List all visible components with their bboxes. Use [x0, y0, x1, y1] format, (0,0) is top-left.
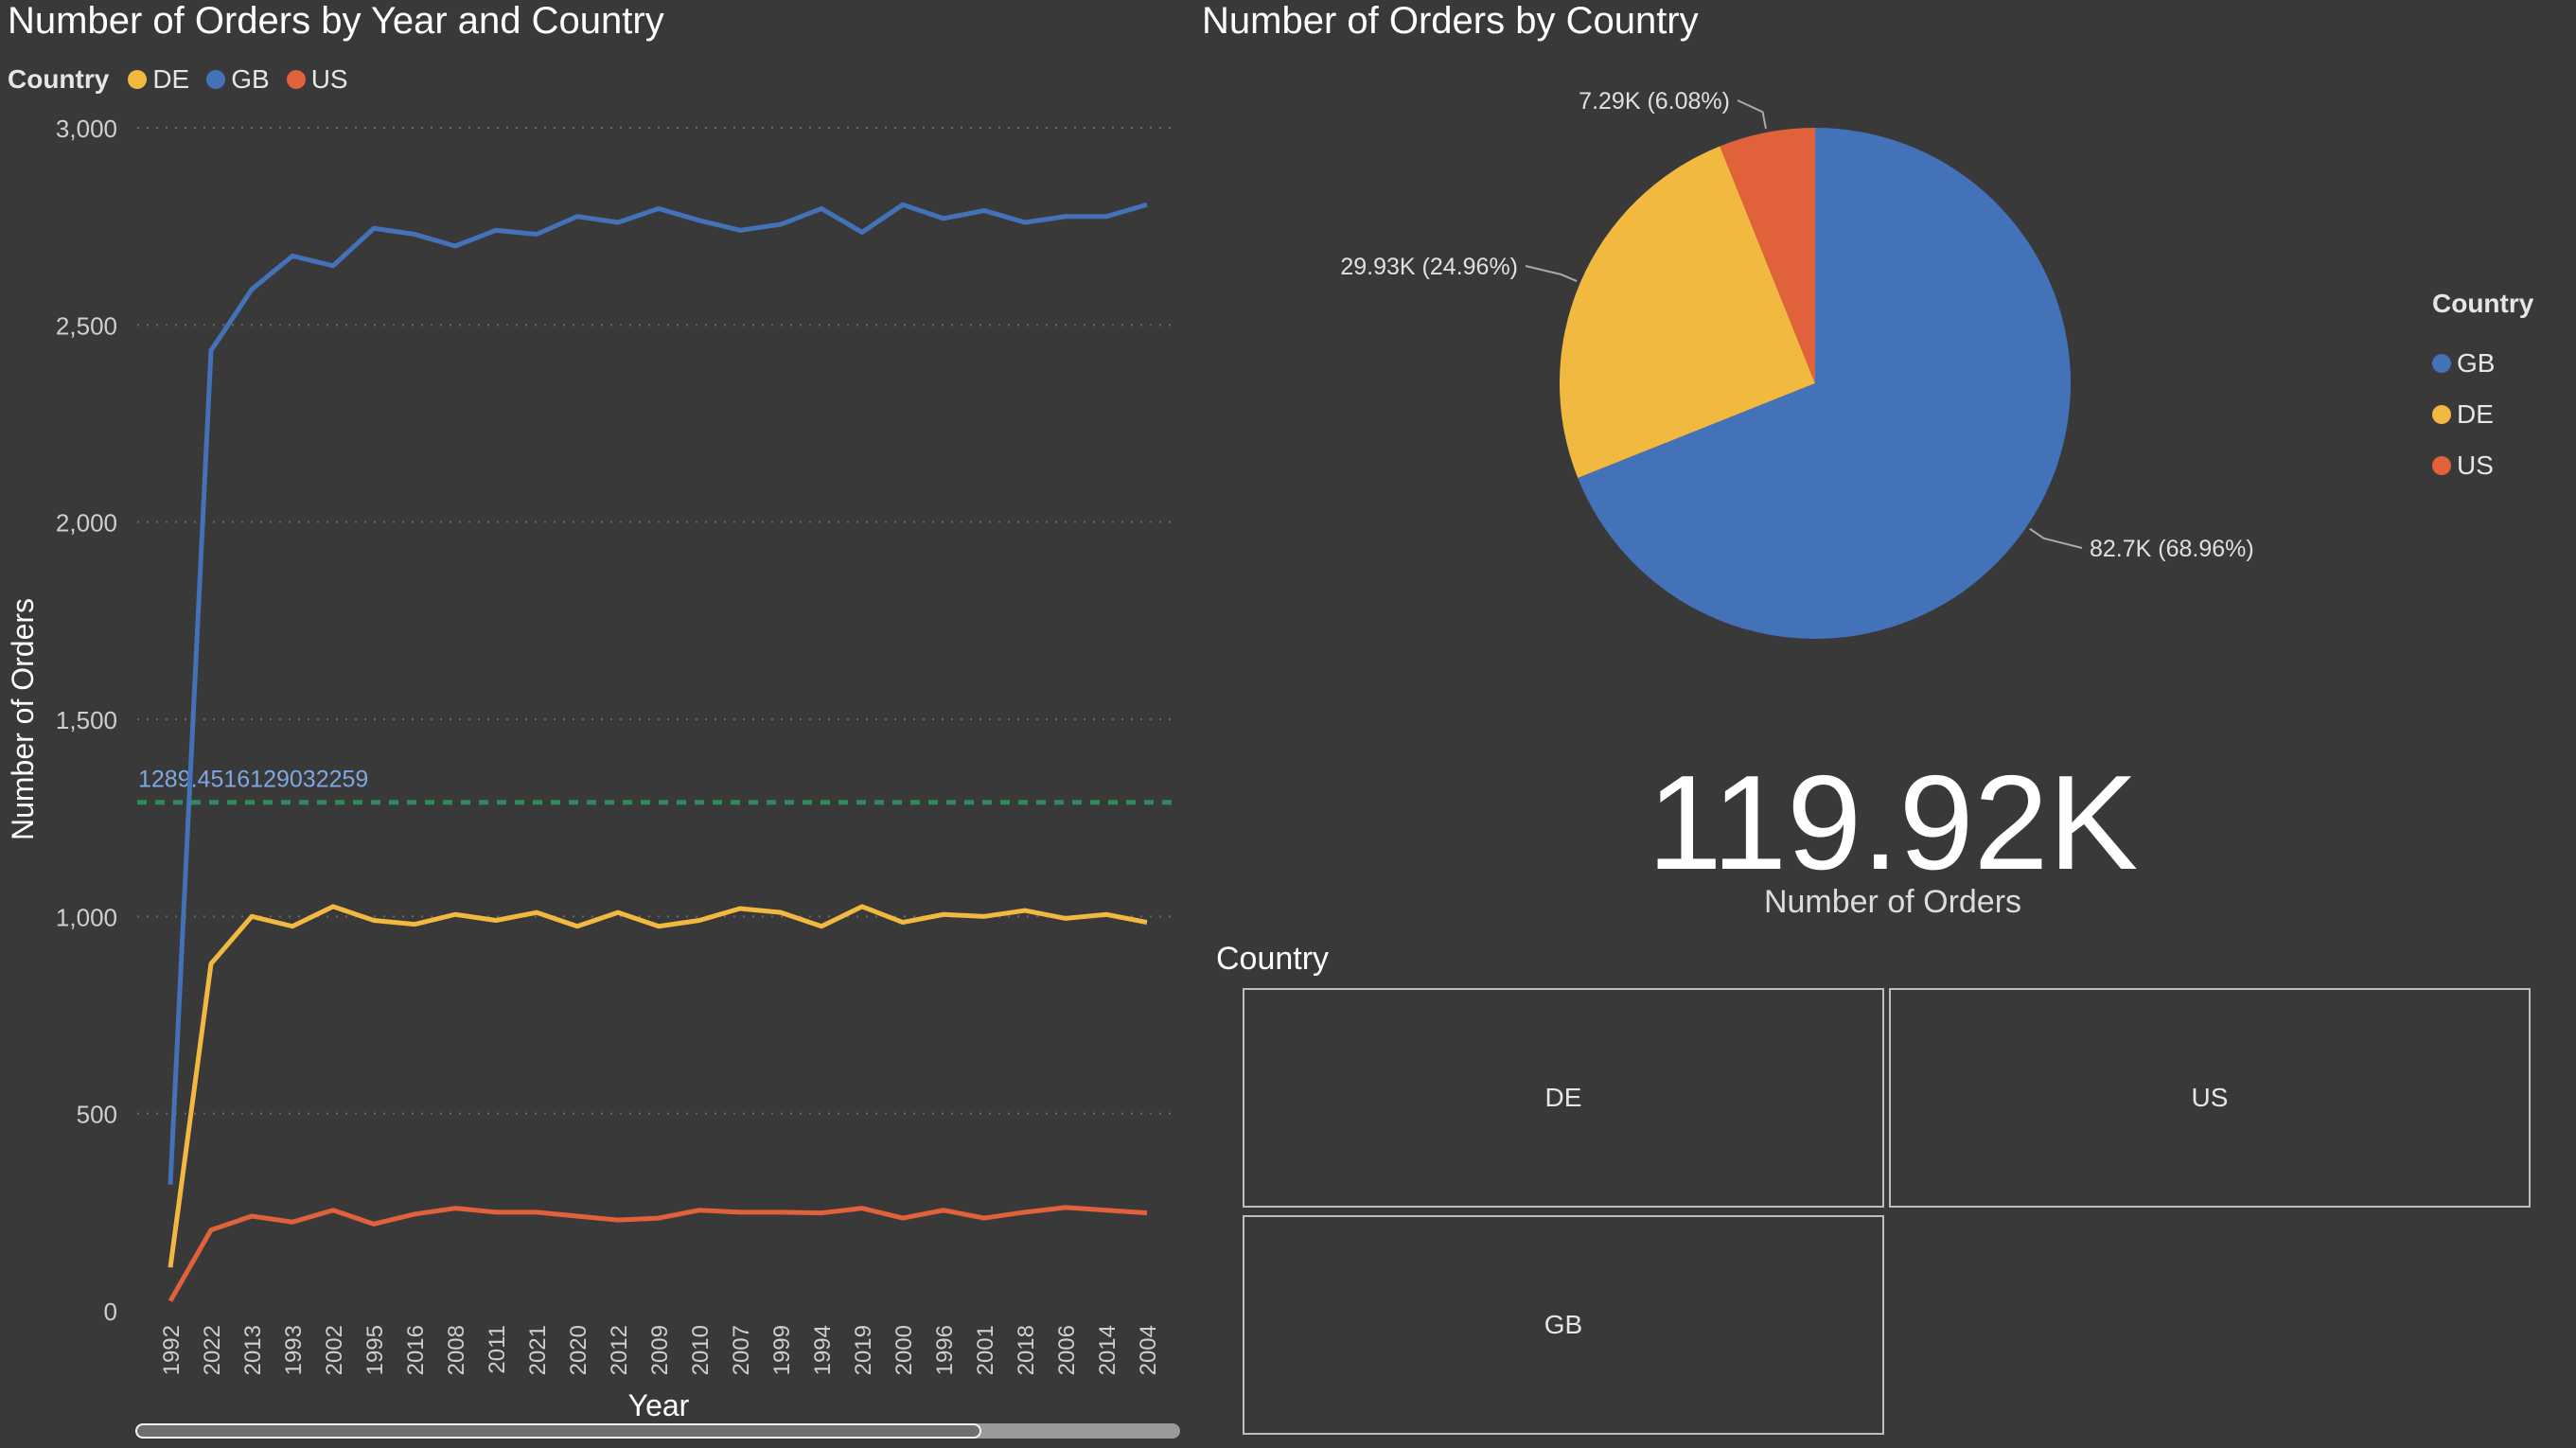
y-tick-label: 1,000 — [56, 903, 117, 931]
pie-chart-title: Number of Orders by Country — [1202, 0, 1699, 42]
x-tick-label: 2007 — [729, 1325, 754, 1375]
tile-label: GB — [1544, 1310, 1583, 1339]
legend-heading: Country — [2432, 289, 2534, 318]
line-chart-title: Number of Orders by Year and Country — [8, 0, 664, 42]
y-tick-label: 2,500 — [56, 311, 117, 340]
x-tick-label: 2021 — [525, 1325, 551, 1375]
legend-dot-icon — [286, 70, 306, 89]
slicer-title: Country — [1216, 941, 1330, 977]
line-chart: 0 500 1,000 1,500 2,000 2,500 3,000 Number of O… — [6, 115, 1178, 1420]
y-axis-label: Number of Orders — [6, 598, 40, 840]
x-tick-label: 2019 — [851, 1325, 876, 1375]
x-tick-label: 2001 — [973, 1325, 998, 1375]
pie-data-label: 29.93K (24.96%) — [1340, 254, 1518, 280]
y-tick-label: 2,000 — [56, 509, 117, 538]
x-tick-label: 2010 — [688, 1325, 714, 1375]
legend-dot-icon — [206, 70, 226, 89]
x-tick-label: 2009 — [647, 1325, 673, 1375]
pie-leader-line — [1525, 265, 1578, 283]
x-tick-label: 2016 — [403, 1325, 429, 1375]
pie-leader-line — [2029, 527, 2083, 549]
scrollbar-thumb[interactable] — [135, 1423, 981, 1439]
y-tick-label: 3,000 — [56, 115, 117, 143]
legend-label: DE — [152, 64, 190, 94]
x-tick-label: 2008 — [444, 1325, 469, 1375]
pie-chart: 82.7K (68.96%) 29.93K (24.96%) 7.29K (6.08… — [1340, 88, 2254, 639]
y-tick-label: 1,500 — [56, 706, 117, 734]
slicer-tile-us[interactable]: US — [1889, 988, 2531, 1208]
x-tick-label: 2012 — [607, 1325, 632, 1375]
x-tick-label: 2002 — [322, 1325, 347, 1375]
kpi-value: 119.92K — [1647, 748, 2139, 898]
line-chart-legend: Country DE GB US — [8, 64, 365, 95]
x-tick-label: 1992 — [159, 1325, 185, 1375]
x-tick-label: 1993 — [281, 1325, 307, 1375]
pie-leader-line — [1737, 99, 1767, 130]
legend-dot-icon — [2432, 405, 2451, 424]
pie-data-label: 7.29K (6.08%) — [1579, 88, 1730, 115]
x-tick-label: 1999 — [769, 1325, 795, 1375]
x-tick-label: 2004 — [1136, 1325, 1161, 1375]
x-tick-label: 2013 — [240, 1325, 266, 1375]
legend-dot-icon — [2432, 456, 2451, 475]
legend-label: GB — [231, 64, 270, 94]
legend-dot-icon — [128, 70, 148, 89]
legend-item-gb[interactable]: GB — [2432, 338, 2533, 389]
x-tick-label: 2000 — [891, 1325, 917, 1375]
pie-data-label: 82.7K (68.96%) — [2090, 536, 2254, 562]
slicer-tile-de[interactable]: DE — [1243, 988, 1884, 1208]
legend-label: US — [310, 64, 348, 94]
legend-heading: Country — [8, 64, 110, 94]
y-tick-label: 500 — [77, 1101, 117, 1129]
legend-label: US — [2457, 450, 2494, 480]
slicer-tile-gb[interactable]: GB — [1243, 1215, 1884, 1435]
legend-item-de[interactable]: DE — [2432, 389, 2533, 440]
x-tick-label: 2022 — [200, 1325, 225, 1375]
pie-slice-gb — [1578, 128, 2071, 639]
legend-dot-icon — [2432, 354, 2451, 373]
y-tick-label: 0 — [104, 1298, 117, 1326]
series-line-gb — [168, 202, 1148, 1185]
x-tick-label: 2018 — [1014, 1325, 1039, 1375]
x-tick-label: 1994 — [810, 1325, 836, 1375]
x-axis-label: Year — [628, 1388, 690, 1420]
pie-slice-us — [1720, 128, 1815, 383]
pie-chart-legend: Country GB DE US — [2432, 289, 2533, 491]
legend-label: DE — [2457, 399, 2494, 429]
kpi-label: Number of Orders — [1763, 884, 2022, 920]
legend-label: GB — [2457, 348, 2496, 378]
legend-item-gb[interactable]: GB — [206, 64, 270, 95]
reference-line-label: 1289.4516129032259 — [138, 767, 368, 793]
series-line-de — [168, 904, 1148, 1268]
x-tick-label: 2020 — [566, 1325, 591, 1375]
x-tick-label: 2011 — [485, 1325, 510, 1374]
legend-item-us[interactable]: US — [286, 64, 348, 95]
tile-label: DE — [1544, 1083, 1582, 1112]
x-tick-label: 2014 — [1095, 1325, 1120, 1375]
x-axis-scrollbar[interactable] — [135, 1423, 1180, 1439]
x-tick-label: 1996 — [932, 1325, 958, 1375]
legend-item-us[interactable]: US — [2432, 440, 2533, 491]
tile-label: US — [2191, 1083, 2229, 1112]
pie-slice-de — [1560, 146, 1815, 478]
legend-item-de[interactable]: DE — [128, 64, 189, 95]
series-line-us — [168, 1205, 1148, 1302]
x-tick-label: 2006 — [1054, 1325, 1080, 1375]
x-tick-label: 1995 — [362, 1325, 388, 1375]
